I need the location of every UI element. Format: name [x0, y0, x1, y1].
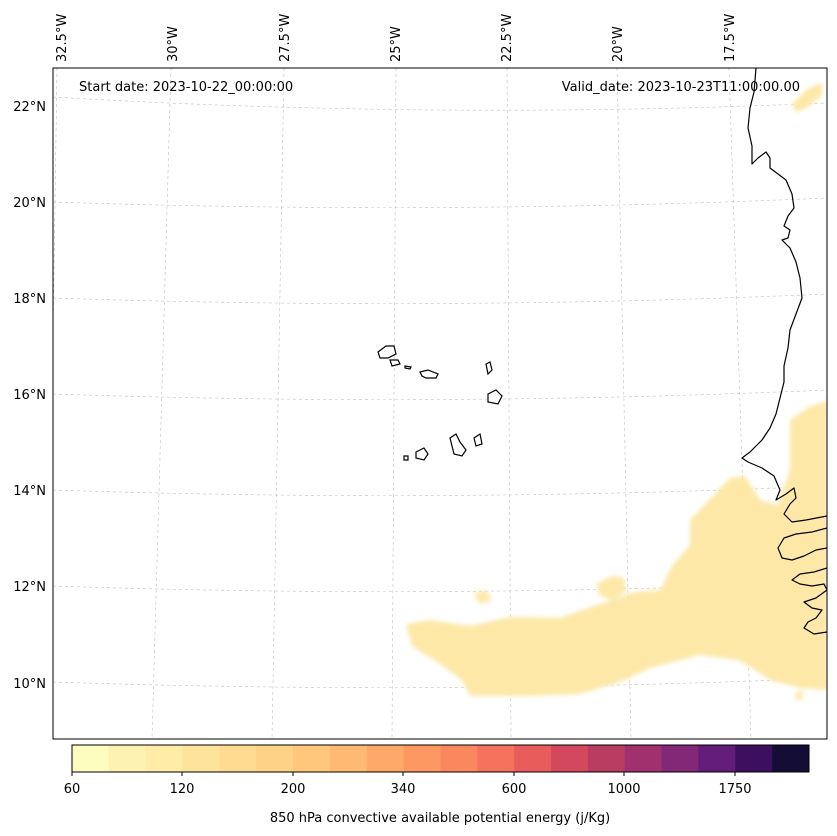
colorbar-swatch — [772, 745, 810, 772]
longitude-labels: 32.5°W 30°W 27.5°W 25°W 22.5°W 20°W 17.5… — [55, 14, 738, 62]
valid-date-label: Valid_date: 2023-10-23T11:00:00.00 — [562, 80, 800, 95]
colorbar-swatch — [293, 745, 331, 772]
lat-label: 12°N — [13, 580, 46, 595]
colorbar-swatch — [587, 745, 626, 772]
start-date-label: Start date: 2023-10-22_00:00:00 — [79, 80, 293, 95]
colorbar-tick-label: 1750 — [718, 782, 751, 797]
colorbar-swatch — [366, 745, 405, 772]
guinea-coastline — [777, 527, 827, 635]
lat-label: 20°N — [13, 196, 46, 211]
colorbar-swatch — [698, 745, 736, 772]
colorbar-tick-label: 340 — [391, 782, 416, 797]
lat-label: 14°N — [13, 484, 46, 499]
colorbar-tick-label: 120 — [170, 782, 195, 797]
colorbar-swatch — [477, 745, 515, 772]
parallel-gridlines — [53, 96, 827, 688]
colorbar-swatch — [256, 745, 294, 772]
lon-label: 20°W — [611, 26, 626, 62]
colorbar-swatch — [735, 745, 773, 772]
colorbar-swatch — [182, 745, 220, 772]
colorbar-tick-label: 60 — [64, 782, 81, 797]
lon-label: 25°W — [389, 26, 404, 62]
colorbar-swatch — [108, 745, 147, 772]
colorbar-swatch — [145, 745, 184, 772]
lat-label: 18°N — [13, 292, 46, 307]
colorbar-label: 850 hPa convective available potential e… — [270, 811, 610, 826]
colorbar-swatch — [514, 745, 552, 772]
colorbar-swatch — [72, 745, 110, 772]
lon-label: 30°W — [166, 26, 181, 62]
colorbar-swatch — [329, 745, 368, 772]
colorbar-swatch — [219, 745, 257, 772]
cape-verde-islands — [377, 345, 503, 461]
colorbar-swatch — [440, 745, 478, 772]
africa-coastline — [741, 68, 827, 523]
colorbar-swatch — [403, 745, 441, 772]
latitude-labels: 22°N 20°N 18°N 16°N 14°N 12°N 10°N — [13, 100, 46, 692]
lat-label: 10°N — [13, 677, 46, 692]
lat-label: 16°N — [13, 388, 46, 403]
colorbar-frame — [71, 744, 810, 773]
colorbar-swatch — [551, 745, 589, 772]
colorbar-tick-label: 600 — [502, 782, 527, 797]
lat-label: 22°N — [13, 100, 46, 115]
cape-shading — [406, 82, 827, 700]
map-frame — [52, 67, 828, 740]
lon-label: 32.5°W — [55, 14, 70, 62]
colorbar-ticks: 60 120 200 340 600 1000 1750 — [64, 772, 752, 797]
colorbar — [72, 745, 810, 772]
colorbar-tick-label: 200 — [281, 782, 306, 797]
colorbar-tick-label: 1000 — [607, 782, 640, 797]
lon-label: 22.5°W — [500, 14, 515, 62]
lon-label: 17.5°W — [723, 14, 738, 62]
colorbar-swatch — [661, 745, 699, 772]
colorbar-swatch — [624, 745, 663, 772]
lon-label: 27.5°W — [278, 14, 293, 62]
